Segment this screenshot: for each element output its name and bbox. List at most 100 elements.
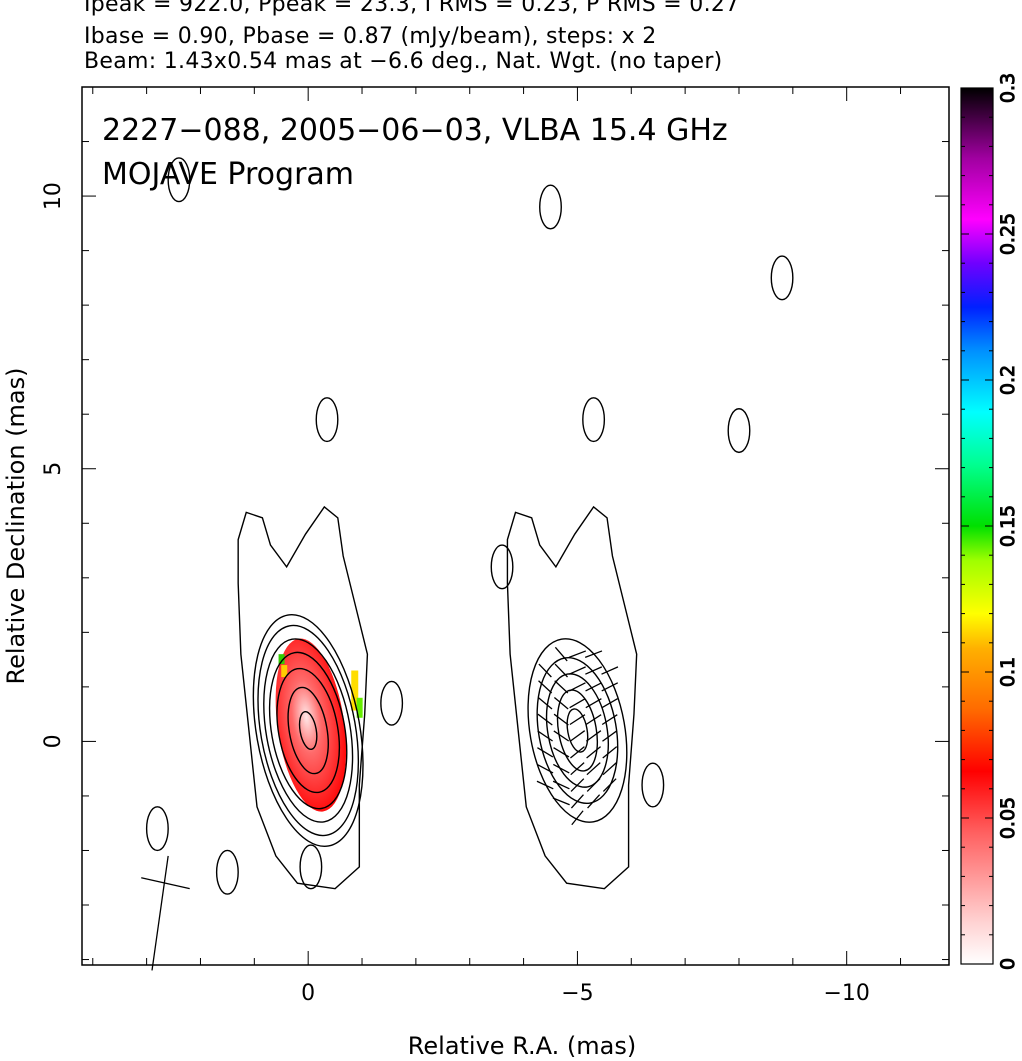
colorbar-tick-label: 0.25 — [997, 213, 1019, 255]
y-axis-label: Relative Declination (mas) — [2, 367, 30, 684]
colorbar-tick-label: 0.15 — [997, 505, 1019, 547]
noise-contour — [215, 849, 239, 895]
evpa-tick — [601, 698, 618, 709]
evpa-tick — [537, 713, 553, 726]
outer-contour — [506, 505, 638, 890]
evpa-tick — [569, 698, 586, 709]
noise-contour — [315, 397, 339, 443]
evpa-tick — [569, 714, 586, 726]
x-axis-label: Relative R.A. (mas) — [408, 1032, 636, 1060]
evpa-tick — [602, 746, 618, 759]
evpa-ticks — [141, 646, 619, 971]
colorbar-ticks: 0 0.05 0.1 0.15 0.2 0.25 0.3 — [961, 72, 1020, 971]
evpa-tick — [602, 762, 617, 776]
noise-contour — [380, 680, 404, 726]
fractional-polarization-layer — [275, 638, 363, 812]
plot-frame — [81, 86, 950, 966]
contour-ring — [263, 638, 354, 823]
evpa-tick — [554, 646, 568, 662]
noise-contour — [641, 762, 665, 808]
evpa-tick — [141, 877, 190, 890]
evpa-tick — [584, 650, 603, 658]
y-tick-label: 0 — [41, 734, 66, 748]
contour-ring — [566, 708, 589, 753]
contour-ring — [257, 624, 360, 837]
noise-contour — [582, 397, 606, 443]
x-tick-label: 0 — [301, 981, 315, 1006]
colorbar-tick-label: 0.05 — [997, 797, 1019, 839]
evpa-tick — [601, 682, 619, 692]
chart-title: 2227−088, 2005−06−03, VLBA 15.4 GHz — [102, 113, 728, 148]
x-tick-label: −5 — [561, 981, 593, 1006]
evpa-tick — [537, 730, 553, 742]
fp-pixel — [351, 670, 359, 711]
noise-contour — [727, 408, 751, 454]
evpa-tick — [585, 714, 602, 726]
contour-layer — [145, 157, 794, 895]
evpa-tick — [151, 855, 169, 971]
contour-ring — [298, 710, 318, 751]
evpa-tick — [553, 696, 569, 710]
noise-contour — [167, 157, 191, 203]
evpa-tick — [553, 730, 570, 742]
evpa-tick — [570, 746, 585, 759]
evpa-tick — [585, 730, 602, 742]
evpa-tick — [553, 763, 570, 774]
noise-contour — [770, 255, 794, 301]
evpa-tick — [537, 696, 553, 710]
evpa-tick — [601, 666, 619, 675]
noise-contour — [490, 544, 514, 590]
evpa-tick — [554, 680, 569, 694]
evpa-tick — [585, 698, 602, 709]
noise-contour — [539, 184, 562, 230]
evpa-tick — [552, 797, 570, 806]
contour-ring — [287, 686, 329, 775]
tick-labels: 0 −5 −10 0 5 10 — [41, 182, 870, 1006]
noise-contour — [145, 806, 169, 852]
chart-subtitle: MOJAVE Program — [102, 157, 354, 192]
outer-contour — [237, 505, 369, 890]
evpa-tick — [571, 810, 584, 826]
evpa-tick — [553, 713, 569, 726]
evpa-tick — [602, 730, 618, 742]
evpa-tick — [585, 682, 602, 692]
fp-pixel — [281, 665, 288, 678]
contour-ring — [556, 689, 599, 772]
x-tick-label: −10 — [823, 981, 869, 1006]
evpa-tick — [570, 794, 584, 809]
contour-ring — [527, 638, 628, 823]
fp-pixel — [356, 697, 363, 718]
evpa-tick — [585, 666, 603, 675]
evpa-tick — [553, 747, 570, 758]
colorbar-tick-label: 0 — [997, 958, 1019, 970]
evpa-tick — [586, 762, 601, 776]
evpa-tick — [552, 780, 570, 790]
evpa-tick — [568, 650, 587, 658]
colorbar-tick-label: 0.3 — [997, 73, 1019, 103]
evpa-tick — [554, 663, 568, 678]
evpa-tick — [538, 680, 553, 694]
contour-ring — [276, 667, 341, 794]
evpa-tick — [569, 730, 586, 742]
header-stats-line-1: Ipeak = 922.0, Ppeak = 23.3, I RMS = 0.2… — [84, 0, 740, 17]
evpa-tick — [586, 746, 601, 759]
fractional-polarization-region — [275, 638, 347, 812]
evpa-tick — [536, 780, 554, 790]
header-stats-line-2: Ibase = 0.90, Pbase = 0.87 (mJy/beam), s… — [84, 24, 657, 49]
axis-ticks — [82, 86, 949, 965]
contour-ring — [545, 673, 609, 788]
evpa-tick — [538, 663, 552, 678]
y-tick-label: 5 — [41, 462, 66, 476]
evpa-tick — [537, 747, 554, 758]
evpa-tick — [570, 778, 585, 792]
fp-pixel — [278, 654, 285, 665]
header-beam-line: Beam: 1.43x0.54 mas at −6.6 deg., Nat. W… — [84, 49, 723, 74]
evpa-tick — [570, 762, 585, 776]
evpa-tick — [586, 778, 601, 792]
noise-contour — [299, 844, 323, 890]
evpa-tick — [568, 666, 586, 675]
evpa-tick — [587, 794, 601, 809]
evpa-tick — [601, 714, 618, 726]
colorbar-tick-label: 0.2 — [997, 365, 1019, 395]
